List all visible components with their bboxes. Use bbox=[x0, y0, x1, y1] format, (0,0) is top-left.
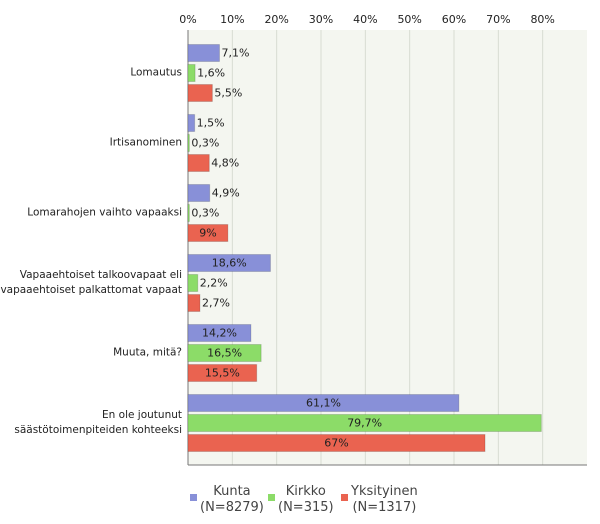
value-label: 16,5% bbox=[207, 347, 242, 360]
value-label: 7,1% bbox=[221, 47, 249, 60]
x-tick-label: 50% bbox=[397, 13, 421, 26]
bar bbox=[187, 114, 196, 132]
bar bbox=[187, 434, 486, 452]
value-label: 61,1% bbox=[306, 397, 341, 410]
x-tick-label: 20% bbox=[264, 13, 288, 26]
category-label: Muuta, mitä? bbox=[113, 346, 182, 359]
value-label: 2,7% bbox=[202, 297, 230, 310]
value-label: 4,9% bbox=[212, 187, 240, 200]
value-label: 79,7% bbox=[347, 417, 382, 430]
bar bbox=[187, 254, 271, 272]
bar bbox=[187, 414, 542, 432]
value-label: 4,8% bbox=[211, 157, 239, 170]
bar bbox=[187, 324, 252, 342]
bar bbox=[187, 344, 262, 362]
value-label: 2,2% bbox=[200, 277, 228, 290]
x-tick-label: 30% bbox=[309, 13, 333, 26]
category-label: En ole joutunut säästötoimenpiteiden koh… bbox=[14, 409, 182, 436]
value-label: 0,3% bbox=[191, 207, 219, 220]
bar bbox=[187, 224, 229, 242]
bar bbox=[187, 84, 213, 102]
legend-swatch bbox=[268, 494, 275, 501]
bar bbox=[187, 294, 201, 312]
value-label: 0,3% bbox=[191, 137, 219, 150]
category-label: Lomautus bbox=[130, 66, 182, 79]
category-label: Vapaaehtoiset talkoovapaat eli vapaaehto… bbox=[0, 269, 182, 296]
value-label: 9% bbox=[199, 227, 216, 240]
bar bbox=[187, 204, 190, 222]
x-tick-label: 40% bbox=[353, 13, 377, 26]
x-tick-label: 70% bbox=[486, 13, 510, 26]
bar bbox=[187, 134, 190, 152]
bar bbox=[187, 44, 220, 62]
plot-area bbox=[188, 30, 587, 465]
legend-label: Kunta (N=8279) bbox=[200, 484, 264, 515]
legend-swatch bbox=[341, 494, 348, 501]
bar bbox=[187, 274, 199, 292]
x-tick-label: 0% bbox=[179, 13, 196, 26]
legend-label: Yksityinen (N=1317) bbox=[351, 484, 418, 515]
bar bbox=[187, 364, 258, 382]
bar bbox=[187, 394, 460, 412]
category-label: Lomarahojen vaihto vapaaksi bbox=[27, 206, 182, 219]
bar bbox=[187, 184, 211, 202]
bar bbox=[187, 154, 210, 172]
x-tick-label: 10% bbox=[220, 13, 244, 26]
value-label: 5,5% bbox=[214, 87, 242, 100]
value-label: 1,6% bbox=[197, 67, 225, 80]
value-label: 67% bbox=[324, 437, 348, 450]
x-tick-label: 60% bbox=[442, 13, 466, 26]
category-label: Irtisanominen bbox=[109, 136, 182, 149]
value-label: 14,2% bbox=[202, 327, 237, 340]
legend-swatch bbox=[190, 494, 197, 501]
x-tick-label: 80% bbox=[530, 13, 554, 26]
value-label: 1,5% bbox=[197, 117, 225, 130]
legend-label: Kirkko (N=315) bbox=[278, 484, 334, 515]
bar bbox=[187, 64, 196, 82]
value-label: 15,5% bbox=[205, 367, 240, 380]
value-label: 18,6% bbox=[212, 257, 247, 270]
